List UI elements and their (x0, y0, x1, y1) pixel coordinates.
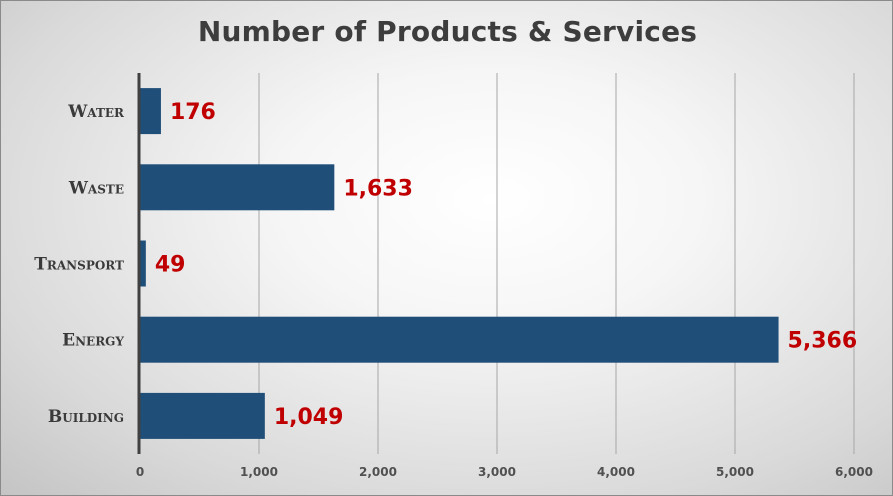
gridlines (258, 73, 855, 454)
x-tick-label: 1,000 (240, 465, 278, 479)
bar (140, 88, 161, 135)
category-label: Building (48, 407, 124, 427)
bars (140, 88, 779, 439)
data-label: 5,366 (788, 329, 858, 354)
labels: 0 1,000 2,000 3,000 4,000 5,000 6,000 Water 176 W… (34, 100, 873, 479)
x-tick-label: 6,000 (835, 465, 873, 479)
x-tick-label: 4,000 (597, 465, 635, 479)
category-label: Energy (62, 331, 124, 351)
x-tick-label: 5,000 (716, 465, 754, 479)
x-tick-label: 0 (136, 465, 144, 479)
chart-title: Number of Products & Services (197, 15, 698, 48)
category-label: Waste (68, 178, 124, 198)
data-label: 1,049 (274, 405, 344, 430)
x-tick-label: 2,000 (359, 465, 397, 479)
bar (140, 316, 779, 363)
bar (140, 164, 335, 211)
bar (140, 392, 265, 439)
category-label: Transport (34, 255, 124, 275)
x-tick-label: 3,000 (478, 465, 516, 479)
data-label: 49 (155, 253, 186, 278)
data-label: 176 (170, 100, 216, 125)
data-label: 1,633 (343, 176, 413, 201)
category-label: Water (67, 102, 125, 122)
bar (140, 240, 146, 287)
